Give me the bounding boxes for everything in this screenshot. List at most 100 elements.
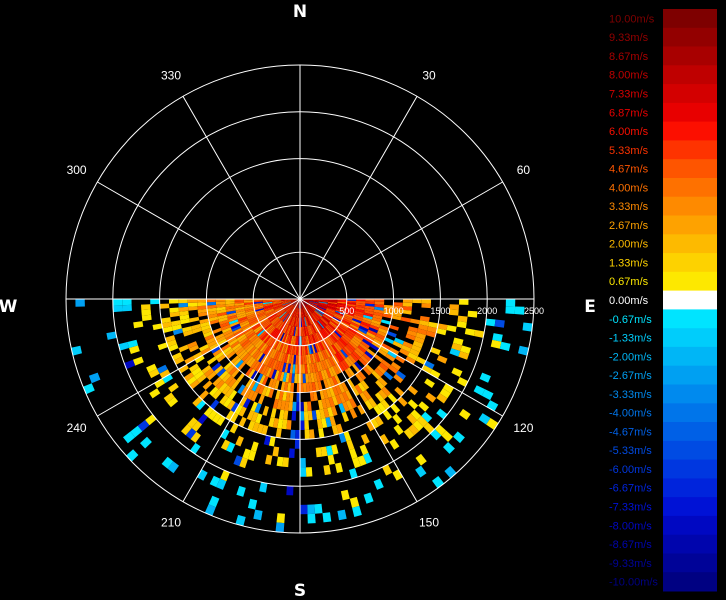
velocity-gate — [268, 388, 275, 398]
velocity-gate — [377, 348, 388, 357]
velocity-gate — [373, 478, 384, 490]
velocity-gate — [317, 380, 323, 391]
velocity-gate — [371, 370, 381, 380]
velocity-gate — [240, 321, 250, 328]
velocity-gate — [402, 306, 412, 311]
velocity-gate — [267, 325, 275, 334]
velocity-gate — [269, 315, 278, 323]
velocity-gate — [300, 317, 302, 328]
velocity-gate — [308, 301, 318, 305]
velocity-gate — [397, 396, 408, 407]
velocity-gate — [341, 391, 350, 402]
velocity-gate — [318, 303, 328, 307]
velocity-gate — [291, 307, 296, 316]
velocity-gate — [411, 344, 422, 353]
velocity-gate — [324, 358, 331, 369]
velocity-gate — [208, 316, 219, 322]
velocity-gate — [276, 399, 283, 410]
velocity-gate — [263, 435, 271, 446]
velocity-gate — [319, 330, 327, 339]
velocity-gate — [227, 314, 237, 320]
velocity-gate — [320, 370, 326, 380]
velocity-gate — [130, 425, 143, 438]
velocity-gate — [274, 306, 284, 312]
velocity-gate — [271, 349, 278, 359]
velocity-gate — [296, 401, 300, 412]
velocity-gate — [357, 404, 366, 415]
velocity-gate — [456, 321, 467, 329]
bearing-spoke-60 — [299, 181, 503, 300]
velocity-gate — [364, 334, 375, 342]
velocity-gate — [328, 346, 335, 356]
velocity-gate — [300, 308, 302, 318]
legend-swatch — [663, 271, 717, 292]
velocity-gate — [181, 424, 192, 436]
velocity-gate — [286, 315, 292, 325]
range-label-1500: 1500 — [430, 306, 450, 316]
velocity-gate — [334, 313, 344, 318]
velocity-gate — [345, 310, 355, 315]
velocity-gate — [268, 313, 277, 320]
velocity-gate — [308, 344, 312, 355]
velocity-gate — [345, 308, 355, 313]
velocity-gate — [245, 378, 254, 389]
velocity-gate — [327, 323, 336, 331]
velocity-gate — [412, 299, 422, 304]
velocity-gate — [256, 340, 264, 350]
velocity-gate — [389, 324, 399, 331]
velocity-gate — [292, 364, 296, 374]
velocity-gate — [335, 462, 343, 473]
velocity-gate — [281, 300, 291, 302]
velocity-gate — [266, 311, 276, 317]
velocity-gate — [417, 328, 428, 336]
velocity-gate — [290, 326, 295, 336]
velocity-gate — [302, 307, 307, 317]
velocity-gate — [304, 317, 308, 327]
velocity-gate — [326, 307, 336, 312]
velocity-gate — [278, 409, 285, 420]
velocity-gate — [257, 329, 266, 337]
velocity-gate — [146, 363, 157, 373]
velocity-gate — [343, 430, 352, 442]
velocity-gate — [274, 380, 280, 390]
velocity-gate — [315, 352, 321, 362]
velocity-gate — [315, 309, 324, 316]
velocity-gate — [272, 446, 280, 457]
velocity-gate — [161, 321, 172, 329]
velocity-gate — [300, 299, 303, 309]
velocity-gate — [326, 336, 333, 346]
velocity-gate — [341, 381, 349, 392]
velocity-gate — [300, 299, 310, 301]
velocity-gate — [220, 428, 230, 440]
velocity-gate — [305, 335, 309, 346]
velocity-gate — [301, 308, 304, 318]
velocity-gate — [323, 338, 330, 348]
velocity-gate — [183, 330, 194, 337]
velocity-gate — [252, 422, 260, 433]
velocity-gate — [284, 324, 290, 334]
velocity-gate — [306, 316, 311, 326]
legend-label: -6.67m/s — [609, 483, 652, 495]
velocity-gate — [362, 353, 372, 362]
velocity-gate — [439, 388, 451, 399]
velocity-gate — [291, 373, 295, 383]
velocity-gate — [323, 464, 331, 476]
velocity-gate — [276, 309, 285, 316]
velocity-gate — [283, 324, 289, 334]
velocity-gate — [223, 397, 232, 408]
velocity-gate — [426, 330, 437, 338]
velocity-gate — [137, 420, 150, 432]
velocity-gate — [295, 430, 300, 440]
velocity-gate — [382, 313, 393, 319]
velocity-gate — [349, 323, 359, 330]
velocity-gate — [421, 299, 431, 304]
velocity-gate — [278, 332, 284, 342]
velocity-gate — [322, 389, 329, 399]
velocity-gate — [296, 383, 300, 393]
velocity-gate — [269, 358, 276, 369]
velocity-gate — [255, 310, 265, 315]
legend-swatch — [663, 515, 717, 536]
velocity-gate — [318, 302, 328, 305]
velocity-gate — [342, 401, 350, 412]
velocity-gate — [288, 401, 293, 411]
